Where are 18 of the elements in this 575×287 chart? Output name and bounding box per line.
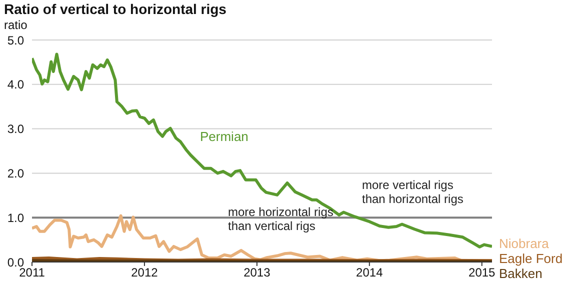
y-axis-title: ratio	[4, 18, 28, 32]
chart-title: Ratio of vertical to horizontal rigs	[4, 1, 226, 17]
line-series	[32, 52, 492, 248]
y-tick-label: 3.0	[7, 122, 24, 136]
x-tick-label: 2015	[468, 266, 496, 280]
series-label: Niobrara	[499, 236, 550, 251]
annotation: more vertical rigs than horizontal rigs	[362, 178, 464, 206]
series-label: Permian	[200, 129, 248, 144]
x-tick-label: 2014	[356, 266, 384, 280]
y-tick-label: 1.0	[7, 210, 24, 225]
y-tick-label: 2.0	[7, 166, 24, 180]
x-tick-label: 2013	[244, 266, 271, 280]
series-label: Bakken	[499, 266, 542, 281]
x-tick-label: 2012	[131, 266, 158, 280]
y-tick-label: 5.0	[7, 33, 24, 48]
y-tick-label: 4.0	[7, 78, 24, 92]
annotation: more horizontal rigs than vertical rigs	[228, 205, 334, 233]
series-label: Eagle Ford	[499, 251, 563, 266]
